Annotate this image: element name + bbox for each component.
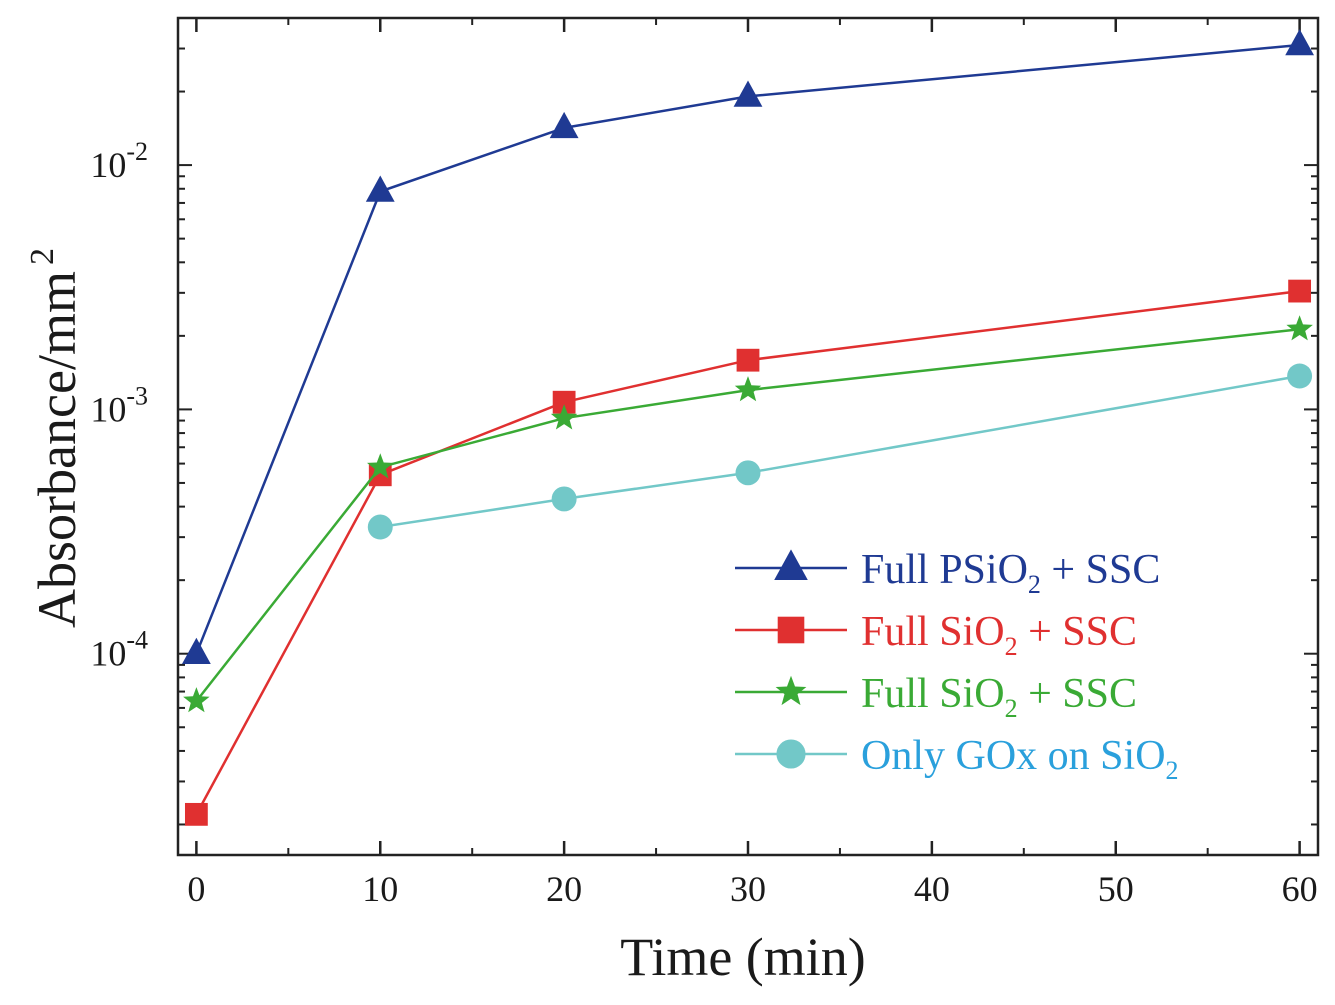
y-tick-label-exponent: -2: [126, 137, 148, 166]
x-axis-title: Time (min): [620, 927, 866, 987]
x-tick-label: 30: [730, 869, 766, 909]
legend-label-subscript: 2: [1005, 632, 1018, 661]
y-tick-label: 10-3: [90, 381, 148, 429]
data-point: [181, 637, 211, 664]
y-tick-label-exponent: -4: [126, 626, 148, 655]
legend-label: Only GOx on SiO2: [861, 733, 1179, 785]
legend-label-text: Full SiO: [861, 609, 1005, 655]
data-point: [365, 175, 395, 202]
data-point: [1288, 279, 1312, 303]
legend-label: Full SiO2 + SSC: [861, 671, 1137, 723]
y-tick-label-base: 10: [90, 634, 126, 674]
legend-label-text: Full SiO: [861, 671, 1005, 717]
x-tick-label: 50: [1098, 869, 1134, 909]
x-tick-label: 10: [362, 869, 398, 909]
x-tick-label: 60: [1282, 869, 1318, 909]
y-axis-title: Absorbance/mm 2: [24, 248, 87, 628]
y-tick-label: 10-4: [90, 626, 148, 674]
legend-item-3: Full SiO2 + SSC: [735, 671, 1137, 723]
data-point: [552, 390, 576, 414]
series-2: [184, 279, 1312, 826]
legend-label: Full SiO2 + SSC: [861, 609, 1137, 661]
series-1: [181, 29, 1315, 664]
series-3: [183, 315, 1313, 713]
legend-item-2: Full SiO2 + SSC: [735, 609, 1137, 661]
y-tick-label-base: 10: [90, 389, 126, 429]
data-point: [550, 404, 578, 430]
data-point: [368, 463, 392, 487]
y-tick-label-base: 10: [90, 145, 126, 185]
data-point: [733, 80, 763, 107]
legend-marker: [774, 549, 808, 580]
data-point: [736, 348, 760, 372]
legend-item-1: Full PSiO2 + SSC: [735, 547, 1160, 599]
data-point: [367, 453, 394, 479]
y-tick-label: 10-2: [90, 137, 148, 185]
legend-label-text: Full PSiO: [861, 547, 1028, 593]
legend-marker: [775, 675, 807, 706]
y-tick-label-exponent: -3: [126, 381, 148, 410]
x-tick-label: 40: [914, 869, 950, 909]
data-point: [367, 514, 393, 540]
data-point: [1285, 29, 1315, 56]
legend-label-subscript: 2: [1166, 756, 1179, 785]
legend-label-subscript: 2: [1028, 570, 1041, 599]
y-axis-title-text: Absorbance/mm: [27, 271, 87, 628]
legend-item-4: Only GOx on SiO2: [735, 733, 1179, 785]
x-tick-label: 0: [187, 869, 205, 909]
legend-marker: [777, 616, 805, 644]
series-4: [367, 363, 1313, 540]
data-point: [551, 486, 577, 512]
data-point: [1286, 315, 1313, 341]
data-point: [735, 460, 761, 486]
x-tick-label: 20: [546, 869, 582, 909]
legend-label: Full PSiO2 + SSC: [861, 547, 1160, 599]
plot-frame: [176, 16, 1320, 857]
legend-label-text: Only GOx on SiO: [861, 733, 1166, 779]
legend-label-text: + SSC: [1018, 609, 1137, 655]
data-point: [734, 376, 762, 402]
series-line: [380, 374, 1300, 529]
legend-label-text: + SSC: [1018, 671, 1137, 717]
data-point: [549, 111, 579, 139]
data-point: [183, 687, 210, 713]
data-point: [1287, 363, 1313, 389]
legend-label-subscript: 2: [1005, 694, 1018, 723]
data-point: [184, 802, 208, 826]
y-axis-title-superscript: 2: [24, 248, 61, 265]
legend-label-text: + SSC: [1041, 547, 1160, 593]
legend-marker: [776, 739, 806, 769]
